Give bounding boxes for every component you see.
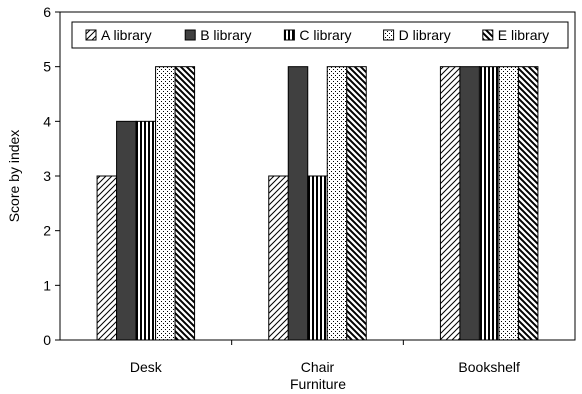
- bar-c-library-chair: [307, 175, 328, 341]
- bar-d-library-desk: [155, 66, 176, 341]
- y-tick-label: 4: [43, 113, 51, 129]
- bar-d-library-bookshelf: [498, 66, 519, 341]
- x-axis-label: Furniture: [290, 376, 346, 392]
- bar-d-library-chair: [326, 66, 348, 341]
- x-tick-label: Bookshelf: [458, 359, 520, 375]
- y-axis-label: Score by index: [6, 130, 22, 223]
- legend-label: B library: [200, 27, 251, 43]
- legend-label: C library: [299, 27, 351, 43]
- x-tick-label: Desk: [130, 359, 163, 375]
- bar-e-library-bookshelf: [517, 66, 539, 341]
- legend-label: E library: [498, 27, 549, 43]
- legend-swatch: [184, 29, 196, 41]
- bar-b-library-chair: [287, 66, 309, 341]
- bar-b-library-bookshelf: [459, 66, 480, 341]
- y-tick-label: 3: [43, 168, 51, 184]
- x-tick-label: Chair: [301, 359, 335, 375]
- y-tick-label: 1: [43, 277, 51, 293]
- bar-a-library-chair: [268, 175, 289, 341]
- y-tick-label: 0: [43, 332, 51, 348]
- legend-swatch: [85, 29, 97, 41]
- y-tick-label: 2: [43, 223, 51, 239]
- bar-a-library-bookshelf: [439, 66, 461, 341]
- legend-swatch: [482, 29, 494, 41]
- bar-e-library-desk: [174, 66, 196, 341]
- legend-label: D library: [399, 27, 451, 43]
- y-tick-label: 5: [43, 59, 51, 75]
- legend-label: A library: [101, 27, 152, 43]
- bar-b-library-desk: [116, 120, 137, 341]
- y-tick-label: 6: [43, 4, 51, 20]
- bar-e-library-chair: [346, 66, 367, 341]
- bar-c-library-desk: [135, 120, 157, 341]
- bar-a-library-desk: [96, 175, 118, 341]
- bar-c-library-bookshelf: [478, 66, 500, 341]
- legend-swatch: [283, 29, 295, 41]
- legend-swatch: [383, 29, 395, 41]
